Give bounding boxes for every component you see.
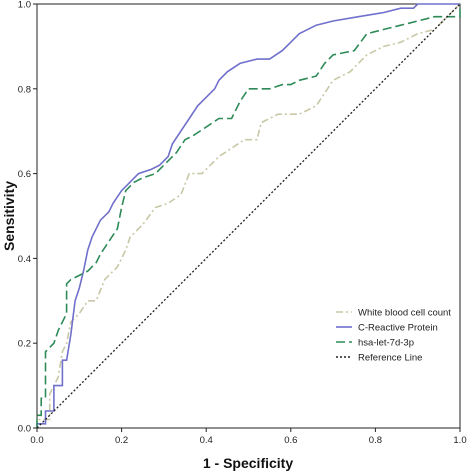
legend-label: hsa-let-7d-3p (358, 338, 414, 349)
y-tick-label: 0.8 (18, 84, 31, 95)
legend: White blood cell count C-Reactive Protein… (336, 308, 451, 364)
legend-label: C-Reactive Protein (358, 323, 438, 334)
axes-layer: 0.0 0.2 0.4 0.6 0.8 1.0 0.0 0.2 0.4 0.6 0.8 1.0 (18, 0, 467, 446)
series-layer (36, 3, 461, 429)
y-tick-label: 0.6 (18, 169, 31, 180)
x-tick-label: 0.2 (115, 435, 128, 446)
y-tick-label: 0.2 (18, 339, 31, 350)
y-tick-label: 0.4 (18, 254, 31, 265)
x-tick-label: 0.6 (284, 435, 297, 446)
legend-label: Reference Line (358, 353, 422, 364)
x-tick-label: 1.0 (453, 435, 466, 446)
series-line-2 (36, 3, 460, 428)
series-line-3 (36, 4, 461, 428)
plot-area (36, 3, 461, 429)
y-axis-title: Sensitivity (1, 181, 17, 251)
y-tick-label: 0.0 (18, 424, 31, 435)
x-tick-label: 0.8 (369, 435, 382, 446)
series-line-1 (36, 3, 461, 428)
x-tick-label: 0.4 (200, 435, 213, 446)
legend-label: White blood cell count (358, 308, 451, 319)
x-tick-label: 0.0 (30, 435, 43, 446)
y-tick-label: 1.0 (18, 0, 31, 11)
x-axis-title: 1 - Specificity (203, 455, 293, 471)
